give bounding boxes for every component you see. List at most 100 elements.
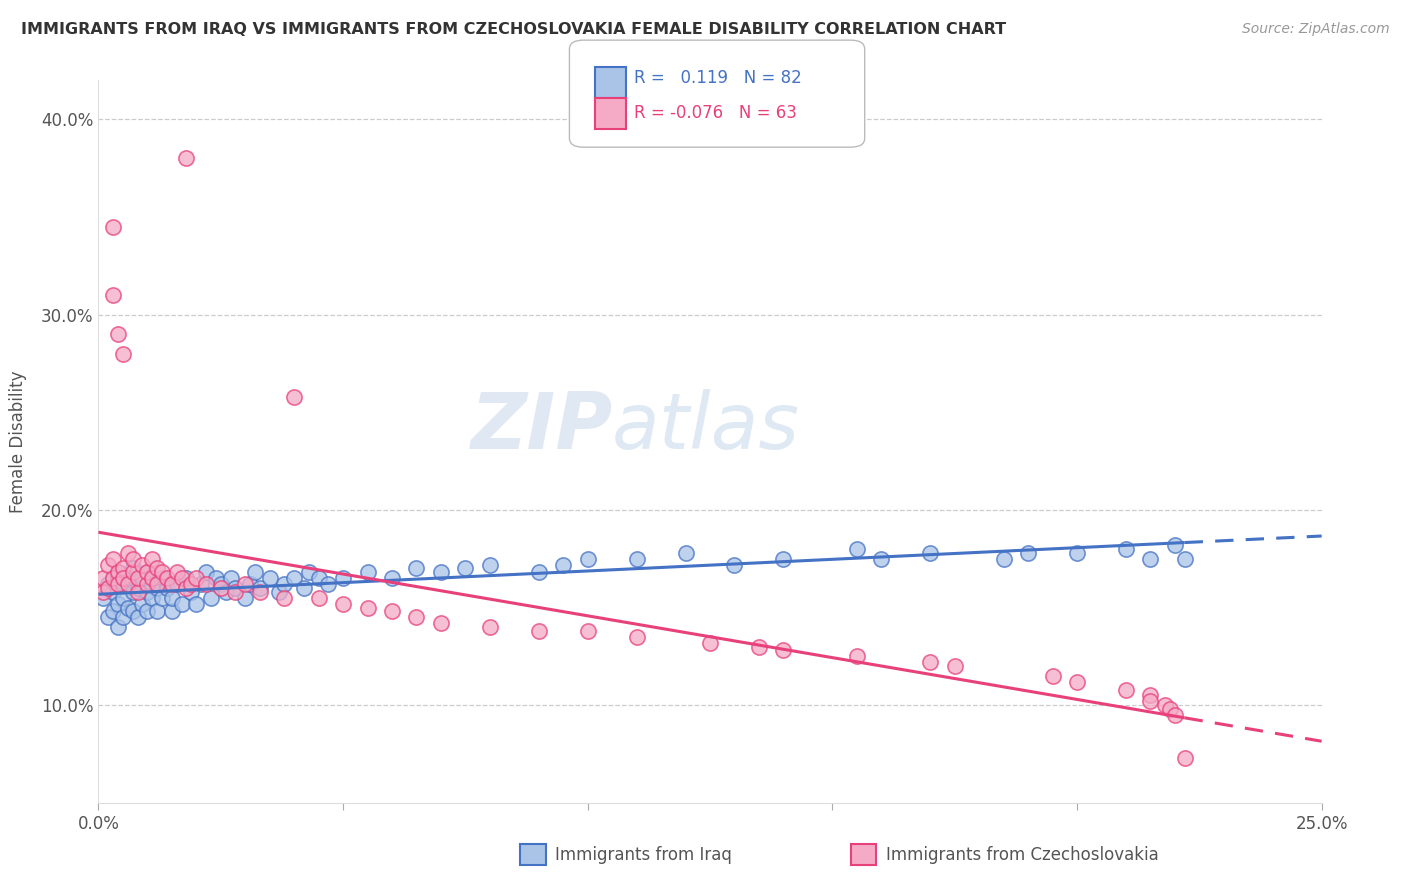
Point [107,577,129,591]
Point [195,577,218,591]
Point [121,604,143,618]
Point [1139,551,1161,566]
Point [146,561,169,575]
Point [97,577,120,591]
Point [249,581,271,595]
Point [553,558,575,572]
Point [308,591,330,605]
Point [920,655,942,669]
Point [233,591,256,605]
Point [117,546,139,560]
Point [146,581,169,595]
Point [136,604,159,618]
Point [117,571,139,585]
Point [283,571,305,585]
Point [626,551,648,566]
Point [527,624,550,638]
Point [1164,538,1187,552]
Point [430,616,453,631]
Point [200,591,222,605]
Point [209,581,232,595]
Point [845,649,868,664]
Point [101,604,124,618]
Point [101,219,124,234]
Point [381,571,404,585]
Point [249,585,271,599]
Point [186,571,208,585]
Point [1139,689,1161,703]
Point [195,566,218,580]
Point [1115,541,1137,556]
Point [111,591,134,605]
Point [626,630,648,644]
Point [176,571,198,585]
Point [273,577,295,591]
Point [91,585,114,599]
Point [332,597,354,611]
Point [527,566,550,580]
Point [97,558,120,572]
Point [308,571,330,585]
Point [699,635,721,649]
Point [1066,674,1088,689]
Point [224,581,246,595]
Point [356,566,378,580]
Point [150,591,173,605]
Point [180,585,202,599]
Point [111,561,134,575]
Point [292,581,315,595]
Point [121,561,143,575]
Text: Immigrants from Czechoslovakia: Immigrants from Czechoslovakia [886,846,1159,863]
Point [107,597,129,611]
Point [675,546,697,560]
Point [748,640,770,654]
Point [166,566,188,580]
Point [107,327,129,342]
Point [405,561,427,575]
Point [576,551,599,566]
Point [176,581,198,595]
Point [430,566,453,580]
Point [146,604,169,618]
Point [97,610,120,624]
Point [117,600,139,615]
Point [772,551,794,566]
Point [91,591,114,605]
Point [180,577,202,591]
Point [1174,551,1197,566]
Point [190,577,212,591]
Point [205,571,228,585]
Point [478,558,501,572]
Point [993,551,1015,566]
Point [107,566,129,580]
Point [101,571,124,585]
Point [576,624,599,638]
Point [176,152,198,166]
Point [273,591,295,605]
Point [943,659,966,673]
Point [219,571,242,585]
Point [136,566,159,580]
Point [127,585,149,599]
Point [478,620,501,634]
Point [1159,702,1181,716]
Point [269,585,291,599]
Point [772,643,794,657]
Point [150,566,173,580]
Point [146,577,169,591]
Point [186,597,208,611]
Point [845,541,868,556]
Point [127,581,149,595]
Text: atlas: atlas [612,389,800,465]
Point [101,571,124,585]
Point [298,566,321,580]
Point [156,571,179,585]
Point [224,585,246,599]
Point [101,551,124,566]
Point [214,585,236,599]
Point [131,558,153,572]
Text: ZIP: ZIP [470,389,612,465]
Text: Immigrants from Iraq: Immigrants from Iraq [555,846,733,863]
Point [1154,698,1177,713]
Point [141,571,163,585]
